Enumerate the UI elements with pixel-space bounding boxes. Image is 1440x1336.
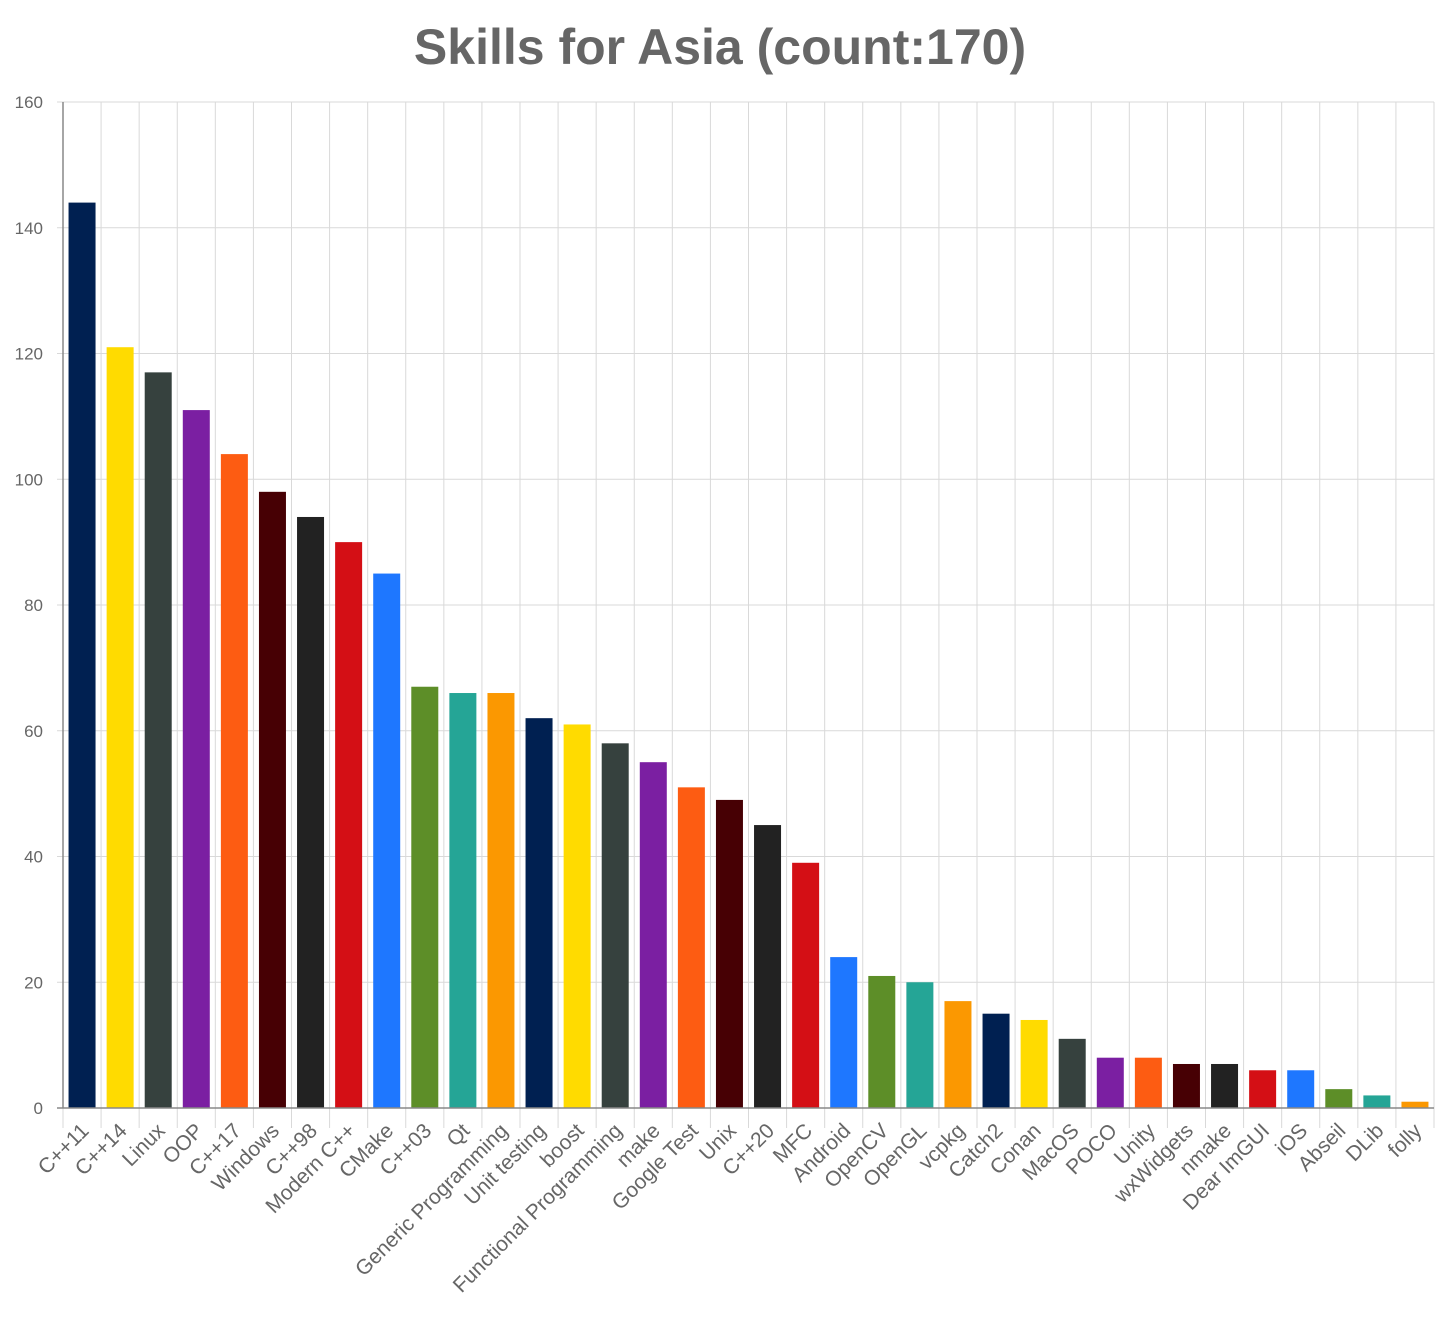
bar-functional-programming (601, 743, 629, 1108)
bar-vcpkg (944, 1001, 972, 1108)
bar-opengl (906, 982, 934, 1108)
y-tick-label: 80 (24, 596, 43, 615)
bar-catch2 (982, 1013, 1010, 1108)
axes (57, 102, 1434, 1109)
bar-cmake (373, 573, 401, 1108)
y-tick-label: 60 (24, 722, 43, 741)
chart-title: Skills for Asia (count:170) (413, 19, 1027, 75)
bar-wxwidgets (1172, 1063, 1200, 1108)
bar-boost (563, 724, 591, 1108)
y-tick-label: 140 (15, 219, 43, 238)
y-tick-label: 100 (15, 470, 43, 489)
bar-google-test (677, 787, 705, 1108)
bar-poco (1096, 1057, 1124, 1108)
bar-qt (449, 693, 477, 1108)
bar-c-03 (411, 686, 439, 1108)
y-tick-label: 20 (24, 973, 43, 992)
y-tick-label: 160 (15, 93, 43, 112)
bar-mfc (792, 862, 820, 1108)
bar-macos (1058, 1038, 1086, 1108)
bar-c-14 (106, 347, 134, 1108)
bar-dlib (1363, 1095, 1391, 1108)
bar-dear-imgui (1249, 1070, 1277, 1108)
bar-generic-programming (487, 693, 515, 1108)
bar-unix (715, 799, 743, 1108)
bar-oop (182, 410, 210, 1108)
bar-conan (1020, 1019, 1048, 1108)
bar-unity (1134, 1057, 1162, 1108)
bar-c-11 (68, 202, 96, 1109)
bar-nmake (1211, 1063, 1239, 1108)
bar-make (639, 762, 667, 1108)
bar-android (830, 957, 858, 1108)
bar-c-20 (754, 825, 782, 1108)
bar-windows (258, 491, 286, 1108)
bar-c-98 (297, 516, 325, 1108)
y-tick-label: 0 (34, 1099, 43, 1118)
bar-abseil (1325, 1089, 1353, 1108)
bar-opencv (868, 975, 896, 1108)
bar-c-17 (220, 454, 248, 1109)
x-tick-label: DLib (1342, 1119, 1389, 1166)
y-tick-label: 120 (15, 345, 43, 364)
bar-linux (144, 372, 172, 1108)
x-tick-label: Linux (118, 1119, 170, 1171)
bar-modern-c- (335, 542, 363, 1108)
bar-folly (1401, 1101, 1429, 1108)
bar-unit-testing (525, 718, 553, 1108)
bar-ios (1287, 1070, 1315, 1108)
bars (68, 202, 1429, 1109)
y-tick-label: 40 (24, 848, 43, 867)
x-tick-label: folly (1384, 1119, 1427, 1162)
